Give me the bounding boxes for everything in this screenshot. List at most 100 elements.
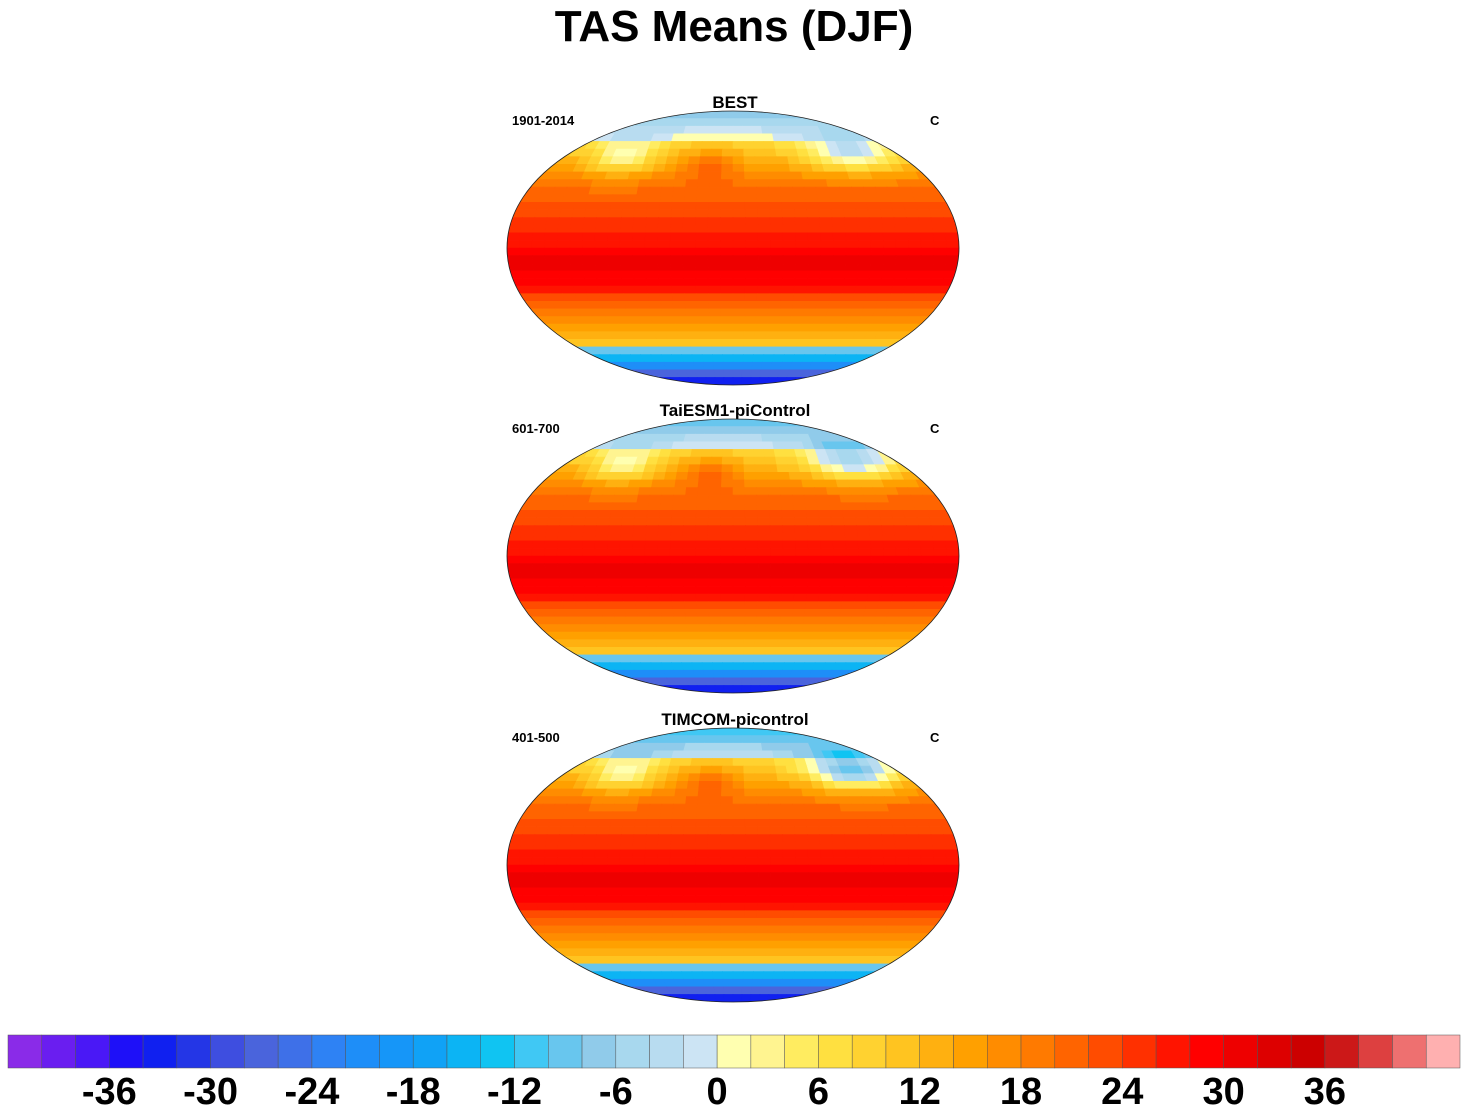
map-cell	[632, 540, 646, 549]
colorbar-swatch	[1358, 1034, 1393, 1069]
map-cell	[712, 354, 724, 363]
map-cell	[744, 902, 758, 911]
map-cell	[581, 857, 596, 866]
colorbar-tick-label: 6	[807, 1071, 829, 1113]
colorbar-swatch	[919, 1034, 954, 1069]
map-cell	[641, 780, 656, 790]
map-cell	[586, 601, 602, 610]
map-cell	[547, 354, 566, 363]
map-cell	[562, 963, 580, 972]
colorbar-swatch	[1020, 1034, 1056, 1069]
colorbar-swatch	[1054, 1034, 1089, 1069]
map-cell	[807, 570, 821, 580]
map-cell	[895, 548, 910, 557]
map-cell	[669, 141, 683, 150]
map-cell	[780, 502, 795, 511]
map-cell	[920, 555, 935, 564]
map-cell	[882, 563, 897, 572]
map-cell	[660, 803, 675, 812]
map-cell	[652, 323, 667, 332]
map-cell	[870, 548, 885, 557]
map-cell	[664, 471, 678, 481]
map-cell	[804, 811, 819, 820]
map-cell	[609, 819, 624, 828]
map-cell	[595, 879, 609, 889]
map-cell	[619, 232, 634, 241]
map-cell	[646, 593, 661, 602]
map-cell	[703, 978, 715, 988]
map-cell	[768, 186, 782, 195]
map-cell	[644, 872, 659, 881]
map-cell	[732, 441, 744, 450]
map-cell	[945, 247, 959, 256]
map-cell	[777, 323, 791, 332]
map-cell	[700, 141, 713, 150]
colorbar-swatch	[750, 1034, 785, 1069]
map-cell	[732, 933, 746, 942]
map-cell	[756, 186, 770, 195]
map-cell	[873, 978, 892, 988]
map-cell	[708, 202, 722, 211]
map-cell	[769, 902, 783, 911]
map-cell	[707, 872, 721, 881]
map-cell	[507, 555, 521, 564]
map-cell	[868, 887, 883, 896]
map-cell	[609, 202, 624, 211]
map-cell	[661, 487, 676, 496]
map-cell	[720, 517, 734, 526]
map-cell	[778, 624, 792, 633]
map-cell	[710, 339, 723, 348]
map-cell	[777, 471, 791, 481]
map-cell	[807, 532, 821, 542]
map-cell	[658, 593, 673, 602]
map-cell	[757, 879, 771, 889]
map-cell	[588, 301, 603, 310]
map-cell	[644, 555, 658, 564]
map-cell	[804, 910, 819, 919]
map-cell	[941, 586, 957, 595]
map-cell	[588, 803, 603, 812]
map-cell	[851, 301, 866, 310]
map-cell	[559, 586, 574, 595]
map-cell	[817, 285, 832, 294]
map-cell	[883, 669, 902, 679]
map-cell	[694, 555, 709, 564]
map-cell	[607, 548, 621, 557]
map-cell	[845, 872, 859, 881]
map-cell	[918, 217, 933, 226]
map-cell	[507, 240, 521, 249]
map-cell	[651, 171, 665, 180]
map-cell	[941, 517, 957, 526]
map-cell	[804, 194, 819, 203]
map-cell	[696, 494, 710, 503]
map-cell	[705, 994, 717, 1002]
map-cell	[845, 232, 859, 241]
map-cell	[732, 902, 746, 911]
map-cell	[584, 125, 602, 135]
map-cell	[840, 502, 856, 511]
map-cell	[764, 765, 778, 775]
map-cell	[708, 308, 722, 317]
map-cell	[804, 601, 819, 610]
map-cell	[523, 510, 539, 519]
map-cell	[635, 811, 650, 820]
map-cell	[559, 517, 574, 526]
map-cell	[682, 872, 696, 881]
map-cell	[707, 224, 721, 234]
map-cell	[807, 540, 822, 549]
map-cell	[812, 479, 827, 488]
map-cell	[594, 361, 611, 371]
map-cell	[744, 811, 758, 820]
map-cell	[890, 819, 906, 828]
colorbar-swatch	[548, 1034, 583, 1069]
map-cell	[732, 735, 743, 744]
map-cell	[753, 346, 766, 355]
map-cell	[742, 449, 755, 458]
map-cell	[710, 156, 723, 165]
map-cell	[583, 834, 598, 843]
map-cell	[782, 857, 797, 866]
map-cell	[633, 826, 648, 835]
map-cell	[597, 819, 612, 828]
map-cell	[569, 879, 584, 889]
map-cell	[544, 255, 559, 264]
